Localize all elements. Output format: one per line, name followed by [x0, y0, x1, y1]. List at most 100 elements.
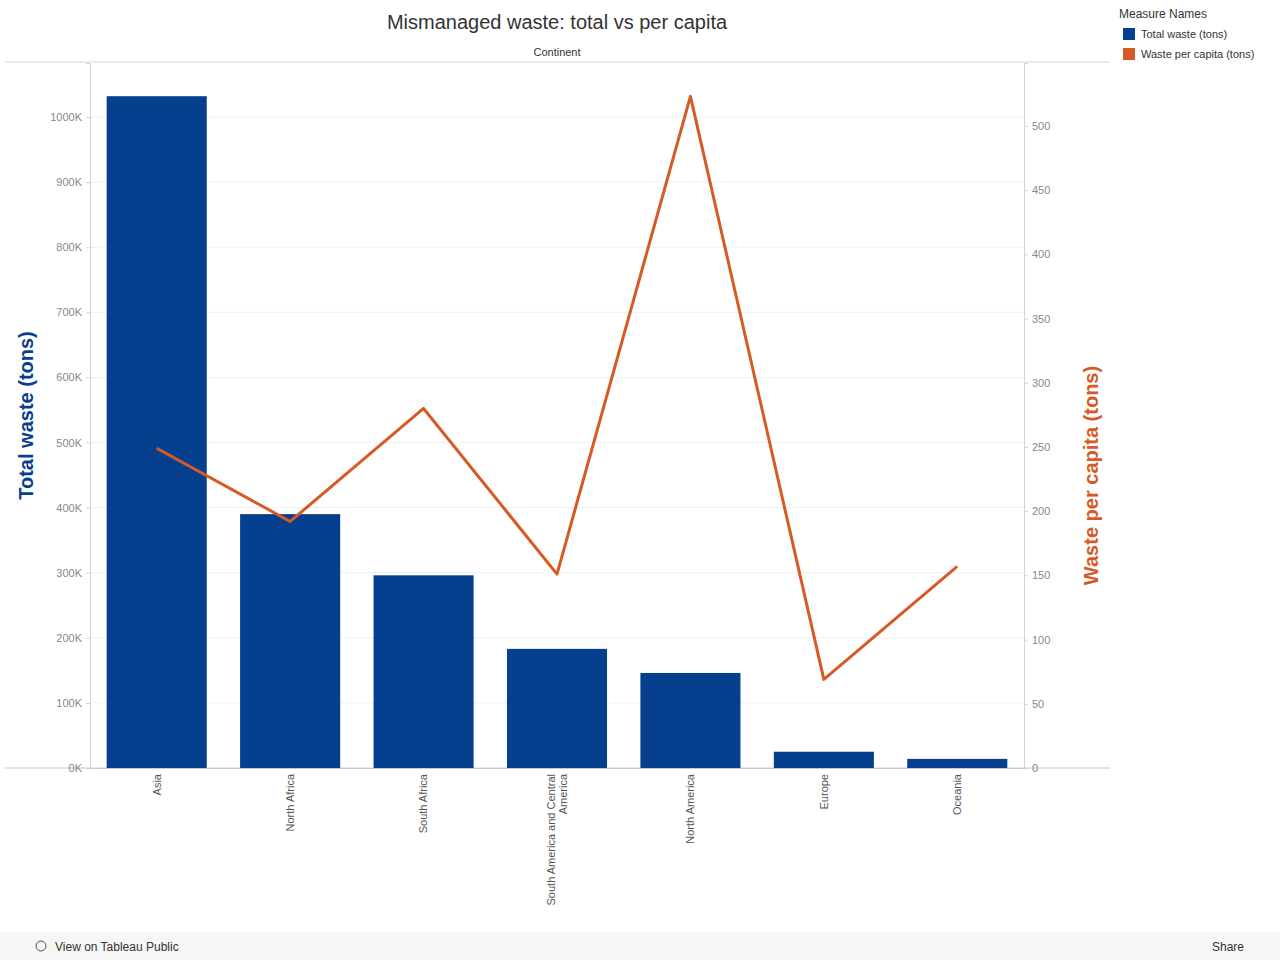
y2-tick-label: 200	[1032, 505, 1050, 517]
legend-swatch	[1123, 28, 1135, 40]
y2-tick-label: 150	[1032, 569, 1050, 581]
y2-tick-mark	[1024, 319, 1028, 320]
grid-line	[90, 182, 1024, 183]
x-tick-label: North America	[684, 773, 696, 844]
y-axis-title: Total waste (tons)	[15, 331, 37, 500]
y2-tick-label: 450	[1032, 184, 1050, 196]
y2-tick-label: 350	[1032, 313, 1050, 325]
y2-tick: 100	[1024, 634, 1050, 646]
y2-tick: 200	[1024, 505, 1050, 517]
x-tick: North America	[684, 768, 696, 844]
bar	[907, 759, 1007, 768]
y2-tick-label: 100	[1032, 634, 1050, 646]
y-tick-mark	[86, 247, 90, 248]
x-tick: Oceania	[951, 768, 963, 815]
footer-link[interactable]: View on Tableau Public	[55, 940, 179, 954]
y-tick-label: 800K	[56, 241, 82, 253]
x-tick: Asia	[151, 768, 163, 795]
plot-area	[107, 96, 1008, 768]
y-axis-line	[86, 64, 91, 769]
footer: View on Tableau Public Share	[0, 932, 1280, 960]
y-axis: 0K100K200K300K400K500K600K700K800K900K10…	[50, 64, 90, 775]
frame-top	[5, 62, 1110, 63]
footer-share[interactable]: Share	[1212, 940, 1244, 954]
y2-axis: 0 50 100 150 200 250 300 350 400 450 500	[1024, 64, 1050, 775]
y2-axis-title: Waste per capita (tons)	[1080, 366, 1102, 585]
footer-icon	[36, 941, 46, 951]
grid-line	[90, 637, 1024, 638]
x-tick-label: South America and CentralAmerica	[545, 773, 569, 905]
y2-tick-label: 50	[1032, 698, 1044, 710]
y2-tick: 250	[1024, 441, 1050, 453]
y-tick-mark	[86, 508, 90, 509]
x-tick: Europe	[818, 768, 830, 809]
x-tick: South America and CentralAmerica	[545, 768, 569, 905]
legend-swatch	[1123, 48, 1135, 60]
legend-label: Waste per capita (tons)	[1141, 48, 1254, 60]
y2-tick-mark	[1024, 126, 1028, 127]
y2-tick-mark	[1024, 511, 1028, 512]
y2-tick-mark	[1024, 640, 1028, 641]
title: Mismanaged waste: total vs per capita	[387, 11, 728, 33]
y-tick-mark	[86, 117, 90, 118]
x-tick-label: Asia	[151, 773, 163, 795]
y2-tick-label: 400	[1032, 248, 1050, 260]
y2-tick-mark	[1024, 383, 1028, 384]
y-tick-label: 0K	[69, 762, 83, 774]
y-tick-mark	[86, 182, 90, 183]
x-tick-label: South Africa	[417, 773, 429, 833]
y2-tick: 450	[1024, 184, 1050, 196]
grid-line	[90, 117, 1024, 118]
grid	[90, 117, 1024, 768]
x-tick-label: North Africa	[284, 773, 296, 831]
y-tick: 1000K	[50, 111, 90, 123]
y2-tick-mark	[1024, 575, 1028, 576]
y-tick-label: 100K	[56, 697, 82, 709]
y2-tick-label: 0	[1032, 762, 1038, 774]
y-tick: 0K	[69, 762, 90, 774]
y2-tick: 50	[1024, 698, 1044, 710]
y-tick-mark	[86, 312, 90, 313]
y-tick-label: 500K	[56, 437, 82, 449]
legend-label: Total waste (tons)	[1141, 28, 1227, 40]
y-tick-label: 700K	[56, 306, 82, 318]
line	[157, 96, 958, 679]
y2-tick-mark	[1024, 768, 1028, 769]
footer-bar	[0, 932, 1280, 960]
x-tick: North Africa	[284, 768, 296, 831]
y2-tick: 300	[1024, 377, 1050, 389]
x-tick-label: Oceania	[951, 773, 963, 815]
y-tick: 500K	[56, 437, 90, 449]
y-tick: 900K	[56, 176, 90, 188]
y2-tick: 500	[1024, 120, 1050, 132]
bar	[640, 673, 740, 768]
y2-tick-mark	[1024, 190, 1028, 191]
y-tick: 100K	[56, 697, 90, 709]
y-tick-label: 900K	[56, 176, 82, 188]
grid-line	[90, 377, 1024, 378]
x-axis: Asia North Africa South Africa South Americ…	[91, 768, 1025, 905]
y-tick-label: 200K	[56, 632, 82, 644]
legend-title: Measure Names	[1119, 7, 1207, 21]
y-tick: 700K	[56, 306, 90, 318]
y2-tick: 150	[1024, 569, 1050, 581]
y-tick-mark	[86, 768, 90, 769]
y-tick: 200K	[56, 632, 90, 644]
y-tick-mark	[86, 638, 90, 639]
y-tick-mark	[86, 443, 90, 444]
y2-tick-mark	[1024, 447, 1028, 448]
y-tick-mark	[86, 573, 90, 574]
y2-tick: 0	[1024, 762, 1038, 774]
x-tick: South Africa	[417, 768, 429, 833]
x-tick-label: Europe	[818, 774, 830, 809]
x-axis-line	[91, 768, 1025, 769]
y2-tick-mark	[1024, 254, 1028, 255]
y-tick-label: 1000K	[50, 111, 82, 123]
y2-axis-line	[1025, 64, 1029, 769]
chart: Mismanaged waste: total vs per capitaCon…	[0, 0, 1280, 960]
bar	[507, 649, 607, 768]
grid-line	[90, 312, 1024, 313]
bar	[774, 752, 874, 768]
y2-tick-label: 250	[1032, 441, 1050, 453]
grid-line	[90, 442, 1024, 443]
